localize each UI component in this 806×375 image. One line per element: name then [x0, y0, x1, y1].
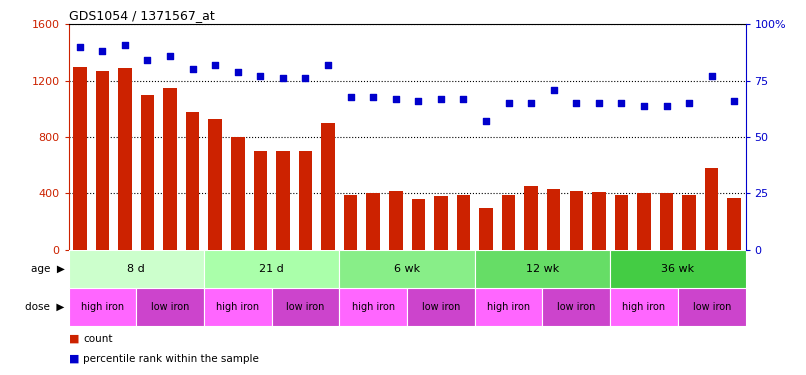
Point — [457, 96, 470, 102]
Point — [73, 44, 86, 50]
Bar — [136, 288, 204, 326]
Text: 6 wk: 6 wk — [394, 264, 420, 274]
Bar — [69, 250, 204, 288]
Text: 12 wk: 12 wk — [526, 264, 559, 274]
Bar — [547, 189, 560, 250]
Bar — [204, 250, 339, 288]
Bar — [475, 250, 610, 288]
Point — [660, 102, 673, 108]
Bar — [610, 288, 678, 326]
Point — [389, 96, 402, 102]
Text: dose  ▶: dose ▶ — [25, 302, 64, 312]
Bar — [118, 68, 131, 250]
Point — [615, 100, 628, 106]
Bar — [705, 168, 718, 250]
Point — [231, 69, 244, 75]
Bar — [407, 288, 475, 326]
Bar — [480, 208, 492, 250]
Point — [344, 93, 357, 99]
Bar — [272, 288, 339, 326]
Bar — [525, 186, 538, 250]
Text: percentile rank within the sample: percentile rank within the sample — [83, 354, 259, 364]
Bar — [367, 194, 380, 250]
Point — [683, 100, 696, 106]
Bar — [475, 288, 542, 326]
Point — [367, 93, 380, 99]
Bar — [204, 288, 272, 326]
Point — [480, 118, 492, 124]
Point — [434, 96, 447, 102]
Text: age  ▶: age ▶ — [31, 264, 64, 274]
Point — [705, 73, 718, 79]
Bar — [322, 123, 334, 250]
Text: 36 wk: 36 wk — [661, 264, 695, 274]
Point — [322, 62, 334, 68]
Bar — [96, 71, 109, 250]
Bar — [276, 151, 289, 250]
Bar — [683, 195, 696, 250]
Text: low iron: low iron — [286, 302, 325, 312]
Point — [502, 100, 515, 106]
Bar — [141, 95, 154, 250]
Bar — [339, 288, 407, 326]
Bar — [164, 88, 177, 250]
Point — [299, 75, 312, 81]
Text: high iron: high iron — [216, 302, 260, 312]
Bar — [728, 198, 741, 250]
Point — [525, 100, 538, 106]
Bar — [412, 199, 425, 250]
Point — [592, 100, 605, 106]
Bar — [457, 195, 470, 250]
Bar — [542, 288, 610, 326]
Point — [412, 98, 425, 104]
Bar — [344, 195, 357, 250]
Point — [164, 53, 177, 59]
Bar — [615, 195, 628, 250]
Bar — [73, 67, 86, 250]
Text: high iron: high iron — [81, 302, 124, 312]
Bar — [592, 192, 605, 250]
Point — [141, 57, 154, 63]
Text: low iron: low iron — [151, 302, 189, 312]
Point — [96, 48, 109, 54]
Bar — [209, 119, 222, 250]
Point — [209, 62, 222, 68]
Text: high iron: high iron — [487, 302, 530, 312]
Text: ■: ■ — [69, 334, 79, 344]
Bar — [638, 194, 650, 250]
Text: low iron: low iron — [557, 302, 596, 312]
Bar — [434, 196, 447, 250]
Bar — [339, 250, 475, 288]
Bar — [610, 250, 746, 288]
Text: high iron: high iron — [351, 302, 395, 312]
Text: 8 d: 8 d — [127, 264, 145, 274]
Point — [254, 73, 267, 79]
Bar — [299, 151, 312, 250]
Text: 21 d: 21 d — [260, 264, 284, 274]
Point — [570, 100, 583, 106]
Bar — [678, 288, 746, 326]
Bar — [254, 151, 267, 250]
Text: count: count — [83, 334, 113, 344]
Text: low iron: low iron — [692, 302, 731, 312]
Point — [547, 87, 560, 93]
Bar — [389, 190, 402, 250]
Bar — [570, 190, 583, 250]
Bar — [231, 137, 244, 250]
Bar — [502, 195, 515, 250]
Point — [118, 42, 131, 48]
Text: high iron: high iron — [622, 302, 666, 312]
Bar — [660, 194, 673, 250]
Point — [276, 75, 289, 81]
Bar — [69, 288, 136, 326]
Text: ■: ■ — [69, 354, 79, 364]
Point — [638, 102, 650, 108]
Point — [728, 98, 741, 104]
Point — [186, 66, 199, 72]
Text: GDS1054 / 1371567_at: GDS1054 / 1371567_at — [69, 9, 214, 22]
Bar — [186, 112, 199, 250]
Text: low iron: low iron — [422, 302, 460, 312]
